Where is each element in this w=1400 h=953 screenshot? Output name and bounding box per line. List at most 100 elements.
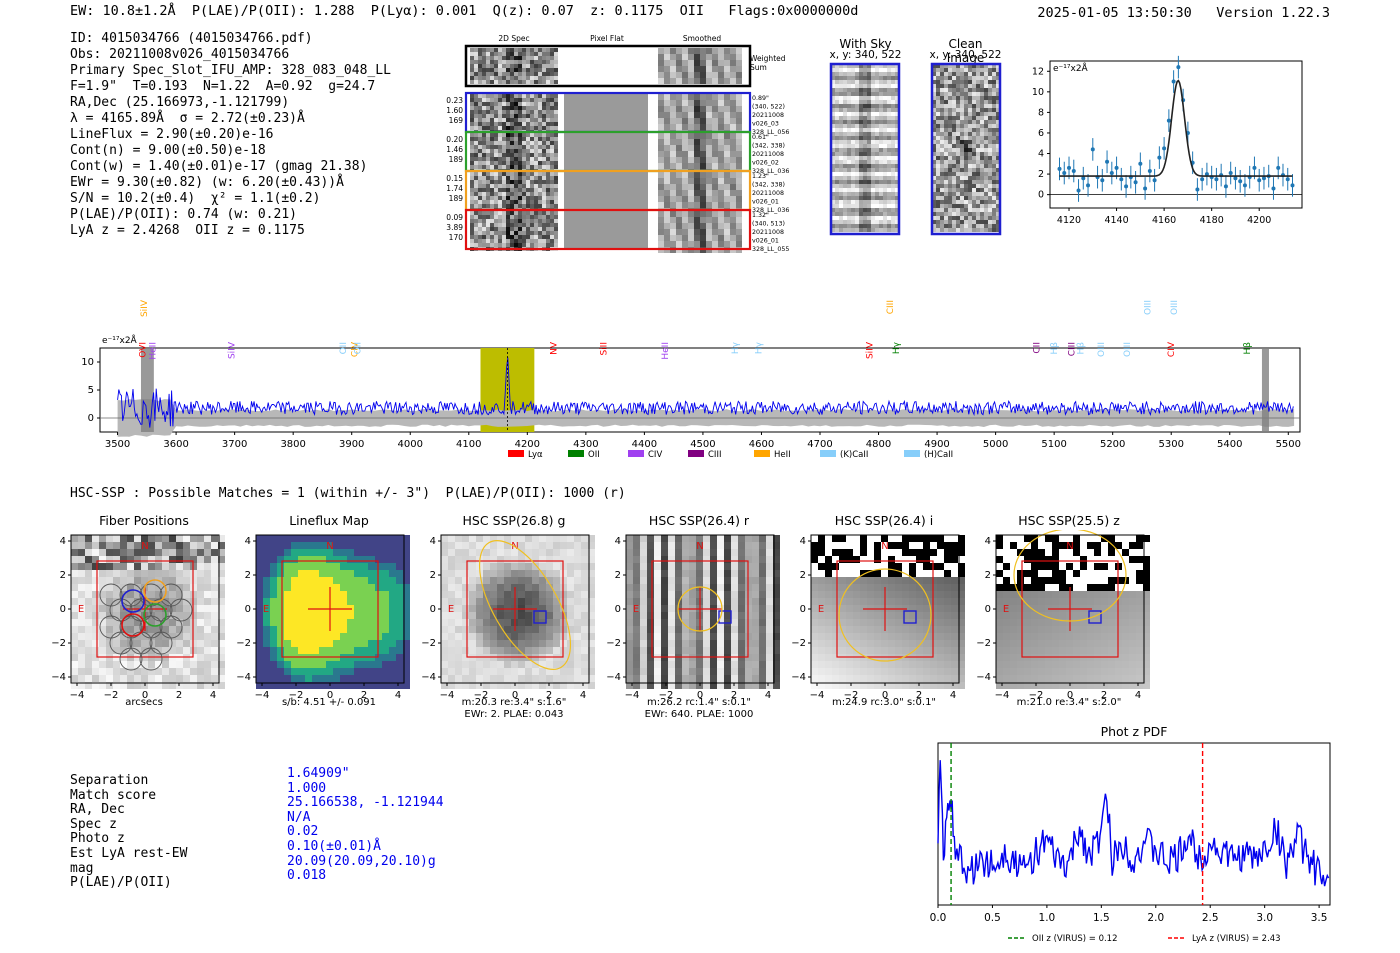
pixel [936, 212, 940, 216]
pixel [855, 120, 859, 124]
pixel [964, 68, 968, 72]
pixel [948, 176, 952, 180]
pixel [553, 626, 560, 633]
pixel [312, 612, 319, 619]
pixel [835, 160, 839, 164]
pixel [567, 535, 574, 542]
pixel [389, 584, 396, 591]
pixel [482, 211, 486, 215]
pixel [664, 202, 670, 208]
pixel [482, 137, 486, 141]
pixel [980, 136, 984, 140]
pixel [968, 92, 972, 96]
pixel [976, 128, 980, 132]
pixel [976, 104, 980, 108]
pixel [718, 184, 724, 190]
pixel [567, 542, 574, 549]
pixel [526, 215, 530, 219]
pixel [835, 224, 839, 228]
pixel [204, 647, 211, 654]
pixel [162, 682, 169, 689]
pixel [968, 112, 972, 116]
pixel [843, 168, 847, 172]
pixel [490, 145, 494, 149]
y-tick-label: 10 [81, 357, 94, 368]
pixel [960, 184, 964, 188]
pixel [483, 612, 490, 619]
pixel [522, 145, 526, 149]
pixel [197, 654, 204, 661]
pixel [588, 556, 595, 563]
pixel [403, 563, 410, 570]
pixel [567, 598, 574, 605]
pixel [835, 156, 839, 160]
pixel [976, 144, 980, 148]
pixel [891, 212, 895, 216]
x-tick-label: 4 [395, 690, 401, 701]
pixel [968, 136, 972, 140]
pixel [675, 577, 682, 584]
pixel [859, 188, 863, 192]
pixel [581, 605, 588, 612]
pixel [482, 215, 486, 219]
pixel [113, 647, 120, 654]
pixel [298, 563, 305, 570]
pixel [867, 128, 871, 132]
pixel [574, 556, 581, 563]
pixel [510, 180, 514, 184]
pixel [574, 549, 581, 556]
pixel [996, 72, 1000, 76]
pixel [368, 626, 375, 633]
pixel [851, 188, 855, 192]
pixel [256, 591, 263, 598]
pixel [964, 132, 968, 136]
pixel [470, 204, 474, 208]
pixel [895, 136, 899, 140]
pixel [518, 612, 525, 619]
pixel [944, 100, 948, 104]
pixel [706, 235, 712, 241]
pixel [996, 92, 1000, 96]
pixel [891, 196, 895, 200]
pixel [960, 112, 964, 116]
pixel [502, 68, 506, 72]
pixel [319, 549, 326, 556]
pixel [340, 612, 347, 619]
noise-block [658, 48, 742, 84]
pixel [891, 124, 895, 128]
pixel [932, 176, 936, 180]
pixel [835, 168, 839, 172]
pixel [256, 563, 263, 570]
pixel [891, 204, 895, 208]
pixel [333, 591, 340, 598]
pixel [891, 140, 895, 144]
pixel [525, 584, 532, 591]
pixel [851, 104, 855, 108]
pixel [871, 196, 875, 200]
pixel [668, 577, 675, 584]
pixel [483, 535, 490, 542]
pixel [197, 549, 204, 556]
pixel [469, 633, 476, 640]
pixel [694, 66, 700, 72]
pixel [972, 92, 976, 96]
pixel [670, 106, 676, 112]
pixel [211, 682, 218, 689]
pixel [550, 64, 554, 68]
pixel [855, 68, 859, 72]
pixel [106, 605, 113, 612]
pixel [486, 184, 490, 188]
pixel [183, 633, 190, 640]
pixel [113, 556, 120, 563]
pixel [546, 647, 553, 654]
pixel [883, 216, 887, 220]
pixel [85, 605, 92, 612]
pixel [455, 682, 462, 689]
pixel [996, 220, 1000, 224]
y-tick-label: −2 [236, 638, 251, 649]
pixel [448, 570, 455, 577]
pixel [560, 682, 567, 689]
pixel [883, 64, 887, 68]
pixel [470, 149, 474, 153]
pixel [633, 577, 640, 584]
